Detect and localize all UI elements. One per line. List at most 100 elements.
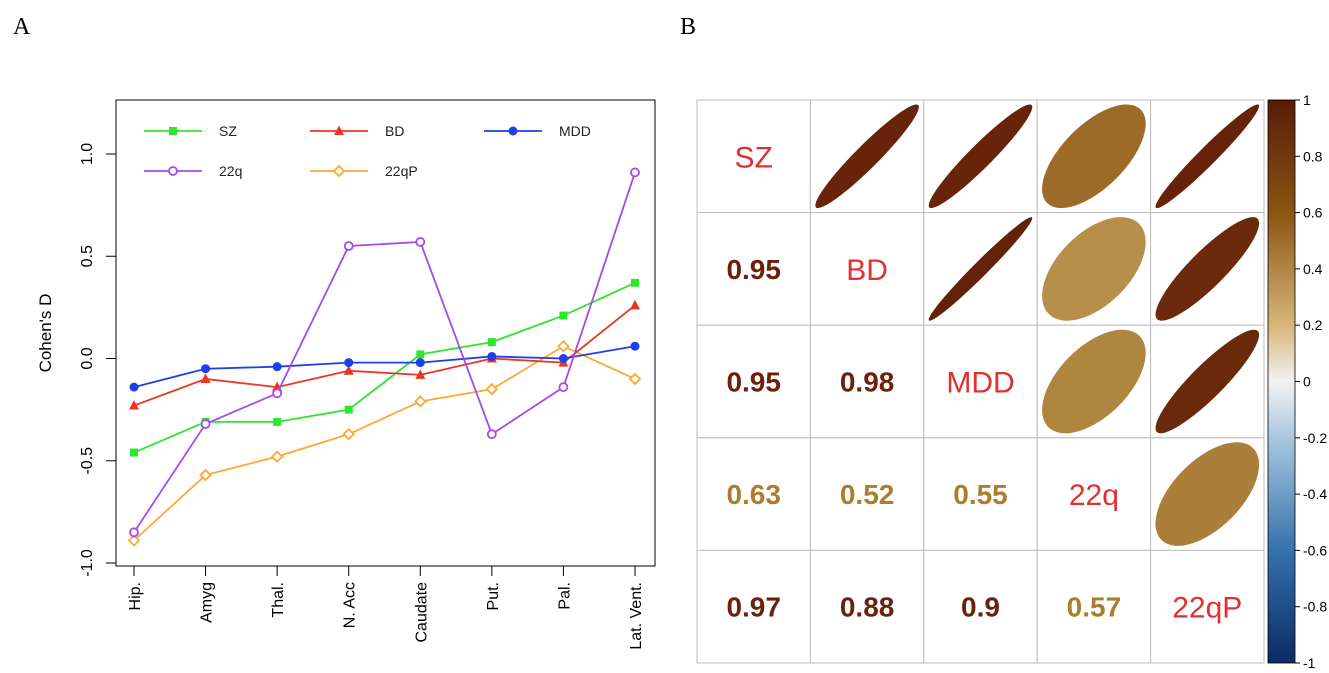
colorbar-tick-label: -0.2 xyxy=(1303,430,1327,446)
panel-letter-a: A xyxy=(13,14,31,40)
colorbar-tick-label: -0.8 xyxy=(1303,599,1327,615)
correlation-value: 0.88 xyxy=(840,592,895,623)
y-tick-label: -0.5 xyxy=(79,447,96,475)
colorbar-tick-label: -0.6 xyxy=(1303,542,1327,558)
data-point xyxy=(270,450,284,463)
correlation-ellipse xyxy=(1155,442,1260,546)
legend-label: BD xyxy=(385,123,404,139)
data-point xyxy=(629,299,640,310)
matrix-cell xyxy=(696,99,811,214)
data-point xyxy=(130,448,138,457)
series-line xyxy=(133,282,636,454)
data-point xyxy=(272,388,283,399)
x-axis: Hip. Amyg Thal. N. Acc Caudate Put. Pal. Lat. V… xyxy=(127,566,645,650)
x-tick-label: Put. xyxy=(485,582,502,610)
data-point xyxy=(415,237,426,247)
correlation-ellipse xyxy=(928,217,1033,321)
x-tick-label: Pal. xyxy=(556,582,573,610)
data-point xyxy=(415,358,425,368)
legend-item: 22qP xyxy=(310,163,418,179)
legend-item: 22q xyxy=(144,163,242,179)
matrix-cell xyxy=(696,212,811,326)
series-22qp xyxy=(127,339,642,547)
colorbar-tick-label: 1 xyxy=(1303,92,1311,108)
data-point xyxy=(630,278,639,287)
data-point xyxy=(344,358,354,368)
variable-label: 22qP xyxy=(1172,592,1242,625)
line-chart: -1.0 -0.5 0.0 0.5 1.0 Hip. Amyg Thal. N. Acc Cau… xyxy=(36,99,656,650)
correlation-value: 0.55 xyxy=(953,479,1008,510)
variable-label: MDD xyxy=(946,367,1014,400)
data-point xyxy=(273,417,282,426)
colorbar-tick-label: 0 xyxy=(1303,374,1311,390)
colorbar-tick-label: 0.2 xyxy=(1303,317,1323,333)
data-point xyxy=(129,527,139,538)
data-point xyxy=(486,429,497,440)
correlation-value: 0.63 xyxy=(726,479,781,510)
x-tick-label: Lat. Vent. xyxy=(628,582,645,650)
data-point xyxy=(342,427,355,441)
correlation-ellipse xyxy=(928,104,1033,209)
matrix-cell xyxy=(923,549,1038,664)
data-point xyxy=(487,338,496,347)
series-line xyxy=(133,304,636,407)
matrix-cell xyxy=(1150,549,1265,664)
data-point xyxy=(558,382,569,393)
correlation-value: 0.95 xyxy=(726,367,781,398)
data-point xyxy=(557,339,570,353)
colorbar-tick-label: 0.6 xyxy=(1303,205,1323,221)
matrix-cell xyxy=(809,324,925,439)
legend-marker xyxy=(332,164,346,178)
y-tick-label: 0.5 xyxy=(79,245,96,267)
x-tick-label: Hip. xyxy=(127,582,144,610)
data-point xyxy=(344,405,353,414)
colorbar-tick-label: -0.4 xyxy=(1303,486,1327,502)
legend-label: SZ xyxy=(219,123,237,139)
matrix-cell xyxy=(1036,549,1152,664)
colorbar-tick-label: 0.8 xyxy=(1303,148,1323,164)
y-tick-label: -1.0 xyxy=(79,549,96,577)
legend-marker xyxy=(169,127,177,135)
data-point xyxy=(201,364,211,374)
legend-marker xyxy=(334,125,344,135)
legend: SZ BD MDD 22q 22qP xyxy=(144,123,591,179)
correlation-value: 0.95 xyxy=(726,254,781,285)
plot-frame xyxy=(115,99,656,567)
x-tick-label: Thal. xyxy=(270,582,287,618)
x-tick-label: Amyg xyxy=(199,582,216,623)
series-line xyxy=(133,345,636,542)
correlation-ellipse xyxy=(815,104,919,209)
data-point xyxy=(343,365,354,375)
y-tick-label: 1.0 xyxy=(79,143,96,165)
y-axis: -1.0 -0.5 0.0 0.5 1.0 xyxy=(79,143,116,577)
colorbar-gradient xyxy=(1267,99,1296,664)
data-point xyxy=(559,311,568,320)
colorbar: 1 0.8 0.6 0.4 0.2 0 -0.2 -0.4 -0.6 -0.8 -1 xyxy=(1267,92,1327,671)
correlation-ellipse xyxy=(1155,217,1260,321)
matrix-cell xyxy=(809,437,925,551)
matrix-cells: SZ 0.95 BD 0.95 0.98 MDD 0.63 0.52 0.55 22q 0.97 0.… xyxy=(696,99,1265,664)
y-tick-label: 0.0 xyxy=(79,347,96,369)
correlation-ellipse xyxy=(1042,104,1146,209)
data-point xyxy=(200,373,211,383)
colorbar-tick-label: 0.4 xyxy=(1303,261,1323,277)
x-tick-label: N. Acc xyxy=(342,582,359,628)
correlation-value: 0.52 xyxy=(840,479,895,510)
data-point xyxy=(485,382,499,396)
data-point xyxy=(129,382,139,392)
data-point xyxy=(200,419,211,429)
correlation-value: 0.97 xyxy=(726,592,781,623)
data-point xyxy=(558,354,568,363)
data-point xyxy=(487,351,497,361)
legend-label: 22q xyxy=(219,163,242,179)
data-point xyxy=(127,534,141,547)
data-point xyxy=(272,362,282,372)
y-axis-label: Cohen's D xyxy=(36,294,55,373)
correlation-value: 0.9 xyxy=(961,592,1000,623)
series-22q xyxy=(129,167,640,538)
matrix-cell xyxy=(923,437,1038,551)
correlation-ellipse xyxy=(1042,329,1146,434)
matrix-cell xyxy=(1036,437,1152,551)
correlation-value: 0.98 xyxy=(840,367,895,398)
